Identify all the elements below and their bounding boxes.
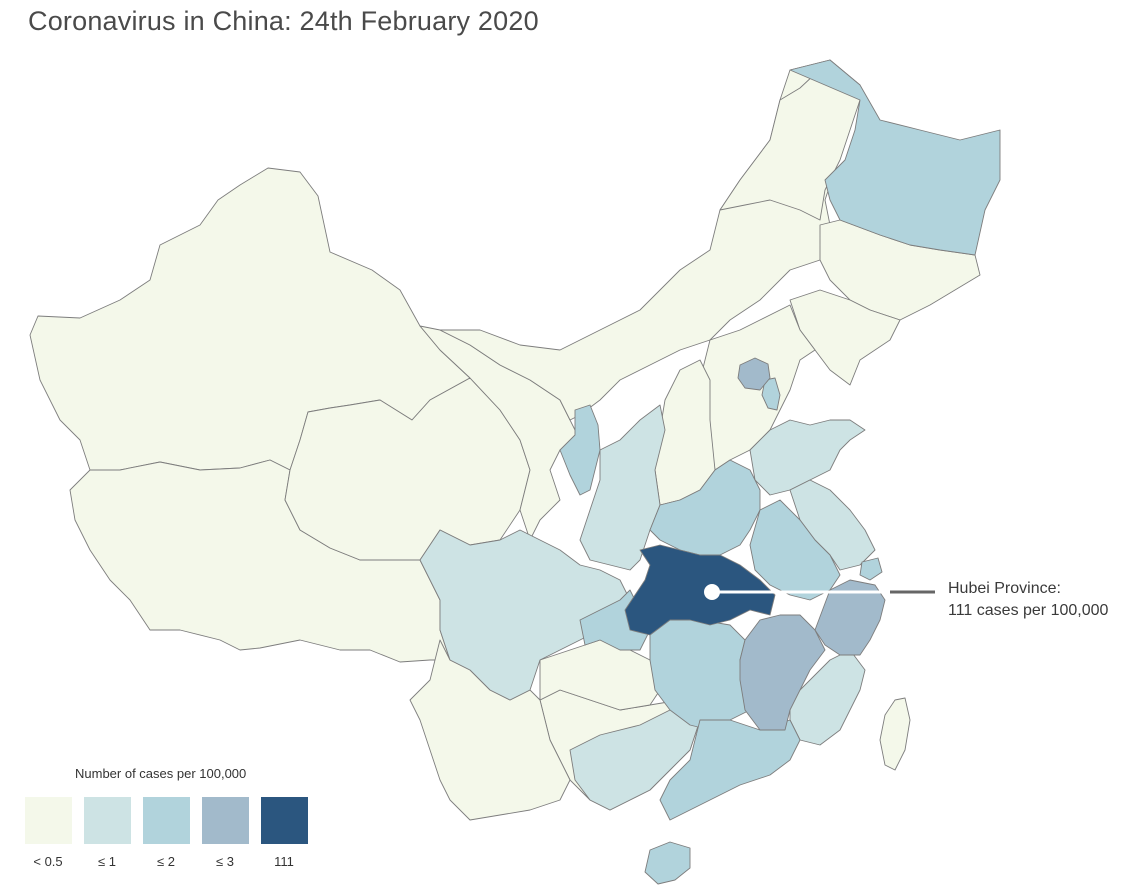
- legend-label-le1: ≤ 1: [98, 854, 116, 869]
- hubei-callout: Hubei Province: 111 cases per 100,000: [948, 578, 1108, 622]
- legend-swatch-le3: [202, 797, 249, 844]
- region-shandong[interactable]: [749, 419, 866, 496]
- legend-title: Number of cases per 100,000: [75, 766, 247, 781]
- region-zhejiang[interactable]: [814, 579, 886, 656]
- region-shaanxi[interactable]: [579, 404, 666, 571]
- region-hubei[interactable]: [624, 544, 776, 636]
- region-guangdong[interactable]: [569, 709, 701, 811]
- region-jiangxi[interactable]: [739, 614, 826, 731]
- callout-line-2: 111 cases per 100,000: [948, 602, 1109, 619]
- legend-swatch-lt05: [25, 797, 72, 844]
- region-taiwan[interactable]: [879, 697, 911, 771]
- region-shanghai[interactable]: [859, 557, 883, 581]
- region-beijing[interactable]: [737, 357, 771, 391]
- region-hainan[interactable]: [644, 841, 691, 885]
- region-heilongjiang[interactable]: [789, 59, 1001, 256]
- legend-label-le3: ≤ 3: [216, 854, 234, 869]
- hubei-marker: [704, 584, 720, 600]
- map-title: Coronavirus in China: 24th February 2020: [28, 6, 539, 36]
- legend-swatch-le1: [84, 797, 131, 844]
- legend-label-le2: ≤ 2: [157, 854, 175, 869]
- legend-label-lt05: < 0.5: [33, 854, 63, 869]
- legend-label-111: 111: [274, 854, 294, 869]
- region-tianjin[interactable]: [761, 377, 781, 411]
- legend-swatch-111: [261, 797, 308, 844]
- legend-swatch-le2: [143, 797, 190, 844]
- callout-line-1: Hubei Province:: [948, 580, 1061, 597]
- region-henan[interactable]: [649, 459, 761, 556]
- region-ningxia[interactable]: [559, 404, 601, 496]
